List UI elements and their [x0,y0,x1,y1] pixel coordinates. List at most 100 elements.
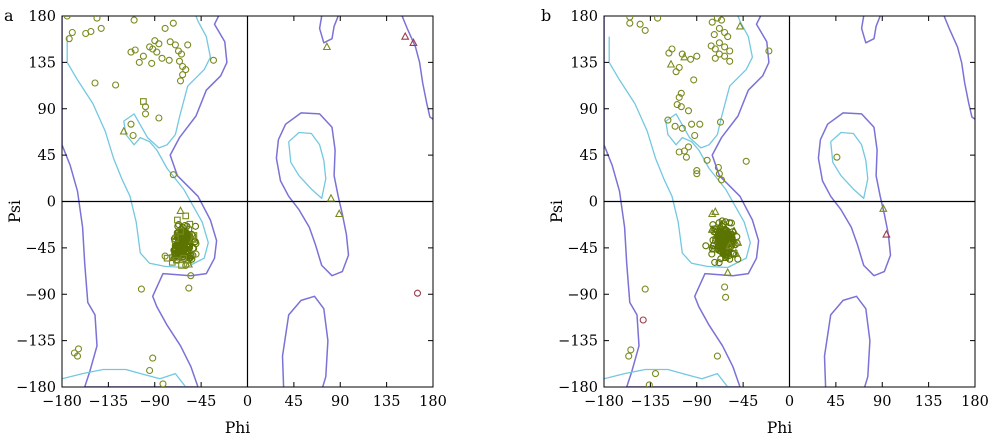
residue-circle-point [176,77,185,85]
x-tick-label: 45 [827,394,845,410]
cluster-point [725,219,734,227]
cluster-point [185,225,193,233]
x-tick-label: 45 [285,394,303,410]
residue-triangle-point [188,234,198,243]
y-tick-label: 90 [38,102,56,118]
x-tick-label: −180 [42,394,82,410]
cluster-point [709,221,717,229]
residue-square-point [140,98,147,105]
residue-circle-point [171,41,179,49]
ramachandran-panel-b: −180 −135 −90 −45 0 45 90 135 18018013590450−45−… [541,6,989,437]
x-tick-label: 0 [243,394,252,410]
residue-circle-point [179,71,187,79]
contour-bottomBlob [823,295,871,387]
residue-circle-point [135,58,143,66]
residue-square-point [168,258,176,266]
cluster-point [722,218,730,226]
residue-square-point [163,254,171,262]
y-axis-title: Psi [548,200,566,223]
contour-rightEdge [943,16,975,120]
residue-circle-point [626,16,634,21]
proline-triangle-point [879,203,888,212]
residue-circle-point [717,16,726,24]
residue-circle-point [691,131,699,140]
residue-circle-point [177,50,186,58]
residue-circle-point [209,56,218,64]
residue-circle-point [97,24,105,32]
residue-circle-point [141,110,150,118]
residue-circle-point [151,37,159,45]
residue-circle-point [721,28,729,37]
y-tick-label: 0 [589,195,598,211]
residue-circle-point [112,81,120,89]
residue-triangle-point [731,248,741,257]
y-tick-label: 180 [570,9,598,25]
residue-circle-point [678,124,686,132]
y-axis-title: Psi [6,200,24,223]
residue-circle-point [651,370,660,378]
residue-triangle-point [176,206,185,214]
proline-triangle-point [326,193,336,202]
residue-circle-point [148,59,156,67]
residue-circle-point [703,156,711,164]
cluster-point [723,237,731,245]
residue-circle-point [141,103,150,111]
residue-circle-point [726,47,734,55]
glycine-circle-point [639,316,647,324]
residue-square-point [178,262,185,269]
residue-circle-point [677,103,685,111]
cluster-point [176,249,184,257]
residue-circle-point [710,31,718,39]
residue-circle-point [641,285,649,293]
points-group [625,16,891,387]
x-tick-label: 90 [331,394,349,410]
residue-circle-point [185,284,193,292]
residue-circle-point [724,33,732,41]
y-tick-label: 45 [580,148,598,164]
residue-triangle-point [711,207,720,215]
residue-circle-point [716,118,725,126]
residue-circle-point [127,120,135,128]
residue-circle-point [182,66,190,74]
residue-circle-point [664,116,672,124]
residue-triangle-point [733,237,743,246]
contour-outerBlob [275,112,350,277]
residue-circle-point [131,46,139,54]
contour-outerBlob [817,112,892,277]
proline-triangle-point [334,209,344,218]
glycine-circle-point [413,289,422,297]
residue-circle-point [187,272,195,280]
residue-square-point [177,228,184,235]
contour-outerLeft [62,16,228,387]
contour-group [604,16,975,387]
residue-circle-point [721,43,729,51]
residue-circle-point [693,167,701,175]
glycine-triangle-point [882,229,891,238]
y-tick-label: 90 [580,102,598,118]
residue-circle-point [680,147,688,155]
cluster-point [711,258,719,266]
cluster-point [721,251,729,259]
residue-circle-point [721,283,729,291]
y-tick-label: −180 [558,380,598,396]
residue-circle-point [711,54,719,62]
x-tick-label: −180 [584,394,624,410]
points-group [63,16,422,387]
residue-circle-point [73,352,82,360]
residue-circle-point [139,52,147,60]
contour-topNotch [860,16,881,44]
residue-circle-point [63,16,71,20]
y-tick-label: 180 [28,9,56,25]
cluster-point [728,237,736,244]
residue-circle-point [675,148,683,156]
residue-circle-point [675,93,683,101]
residue-triangle-point [707,209,717,218]
cluster-point [733,233,741,241]
contour-innerBottom [604,368,729,387]
contour-topNotch [318,16,339,44]
x-tick-label: 180 [419,394,447,410]
cluster-point [183,242,191,250]
contour-innerBlob [830,131,869,200]
residue-square-point [180,254,187,262]
x-axis-title: Phi [767,419,792,437]
